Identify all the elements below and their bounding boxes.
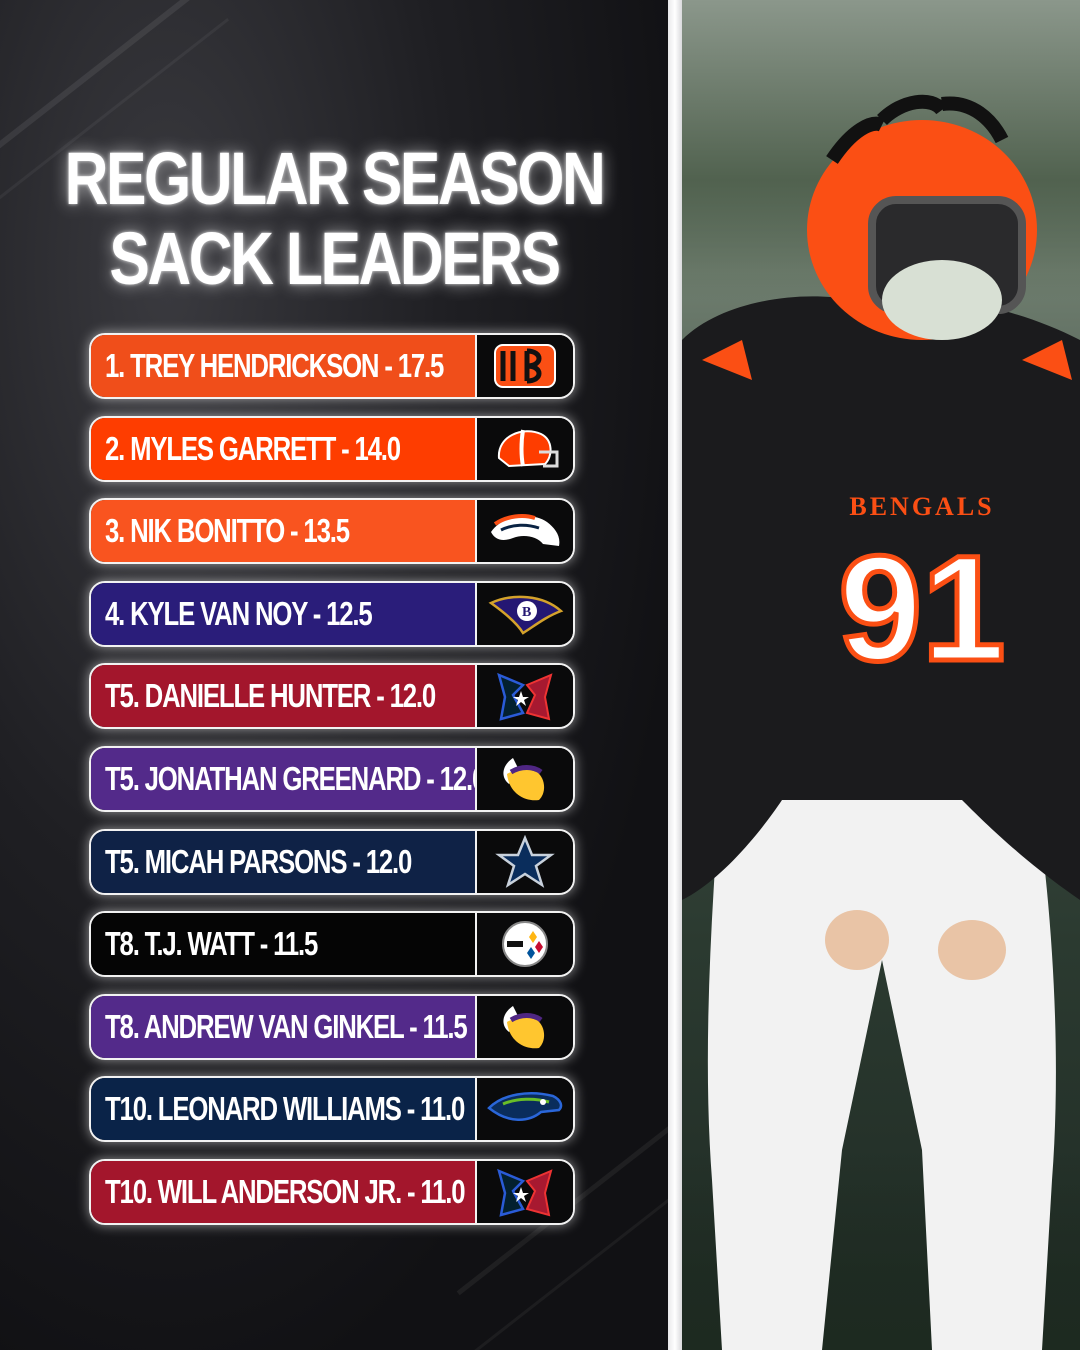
leader-row: T10. WILL ANDERSON JR. - 11.0 — [89, 1158, 575, 1225]
leader-name-cell: T8. ANDREW VAN GINKEL - 11.5 — [91, 995, 475, 1058]
leaders-list: 1. TREY HENDRICKSON - 17.5 2. MYLES GARR… — [89, 333, 575, 1242]
title-line-1: REGULAR SEASON — [64, 137, 606, 220]
leader-name-cell: 1. TREY HENDRICKSON - 17.5 — [91, 335, 475, 397]
bengals-logo-icon — [475, 335, 573, 397]
leader-label: T5. DANIELLE HUNTER - 12.0 — [105, 677, 436, 715]
texans-logo-icon — [475, 665, 573, 728]
steelers-logo-icon — [475, 913, 573, 976]
leader-row: 4. KYLE VAN NOY - 12.5 B — [89, 580, 575, 647]
vikings-logo-icon — [475, 995, 573, 1058]
leader-label: 3. NIK BONITTO - 13.5 — [105, 512, 350, 550]
vikings-logo-icon — [475, 747, 573, 810]
leader-label: 2. MYLES GARRETT - 14.0 — [105, 429, 401, 467]
svg-text:B: B — [522, 605, 531, 620]
leader-label: T10. WILL ANDERSON JR. - 11.0 — [105, 1172, 466, 1210]
leader-row: T5. JONATHAN GREENARD - 12.0 — [89, 745, 575, 812]
ravens-logo-icon: B — [475, 582, 573, 645]
browns-helmet-icon — [475, 417, 573, 480]
leader-label: T8. ANDREW VAN GINKEL - 11.5 — [105, 1007, 468, 1045]
leader-name-cell: 2. MYLES GARRETT - 14.0 — [91, 417, 475, 480]
sleeve-stripe — [1022, 340, 1072, 380]
leader-label: T5. MICAH PARSONS - 12.0 — [105, 842, 412, 880]
panel-divider — [668, 0, 682, 1350]
leader-label: 1. TREY HENDRICKSON - 17.5 — [105, 347, 444, 384]
sleeve-stripe — [702, 340, 752, 380]
leader-name-cell: 4. KYLE VAN NOY - 12.5 — [91, 582, 475, 645]
left-panel: REGULAR SEASON SACK LEADERS 1. TREY HEND… — [0, 0, 668, 1350]
leader-label: T5. JONATHAN GREENARD - 12.0 — [105, 759, 475, 797]
leader-row: 2. MYLES GARRETT - 14.0 — [89, 415, 575, 482]
mouthguard — [882, 260, 1002, 340]
leader-row: 3. NIK BONITTO - 13.5 — [89, 498, 575, 565]
leader-name-cell: T5. MICAH PARSONS - 12.0 — [91, 830, 475, 893]
leader-row: T8. ANDREW VAN GINKEL - 11.5 — [89, 993, 575, 1060]
leader-row: T5. DANIELLE HUNTER - 12.0 — [89, 663, 575, 730]
jersey-number: 91 — [839, 524, 1006, 692]
right-fist — [938, 920, 1006, 980]
cowboys-star-icon — [475, 830, 573, 893]
leader-name-cell: T10. WILL ANDERSON JR. - 11.0 — [91, 1160, 475, 1223]
leader-label: T10. LEONARD WILLIAMS - 11.0 — [105, 1090, 465, 1128]
leader-name-cell: 3. NIK BONITTO - 13.5 — [91, 500, 475, 563]
player-photo: BENGALS 91 — [682, 0, 1080, 1350]
leader-name-cell: T5. DANIELLE HUNTER - 12.0 — [91, 665, 475, 728]
left-fist — [825, 910, 889, 970]
seahawks-logo-icon — [475, 1078, 573, 1141]
leader-row: T5. MICAH PARSONS - 12.0 — [89, 828, 575, 895]
title-line-2: SACK LEADERS — [109, 217, 561, 300]
leader-name-cell: T8. T.J. WATT - 11.5 — [91, 913, 475, 976]
leader-label: T8. T.J. WATT - 11.5 — [105, 925, 318, 963]
leader-name-cell: T10. LEONARD WILLIAMS - 11.0 — [91, 1078, 475, 1141]
jersey-team-name: BENGALS — [849, 492, 994, 521]
pants — [707, 770, 1056, 1350]
helmet-stripes — [826, 94, 1009, 164]
texans-logo-icon — [475, 1160, 573, 1223]
leader-row: T10. LEONARD WILLIAMS - 11.0 — [89, 1076, 575, 1143]
leader-row: T8. T.J. WATT - 11.5 — [89, 911, 575, 978]
jersey — [682, 296, 1080, 900]
leader-label: 4. KYLE VAN NOY - 12.5 — [105, 594, 373, 632]
broncos-logo-icon — [475, 500, 573, 563]
leader-name-cell: T5. JONATHAN GREENARD - 12.0 — [91, 747, 475, 810]
leader-row: 1. TREY HENDRICKSON - 17.5 — [89, 333, 575, 399]
player-illustration: BENGALS 91 — [682, 94, 1080, 1350]
